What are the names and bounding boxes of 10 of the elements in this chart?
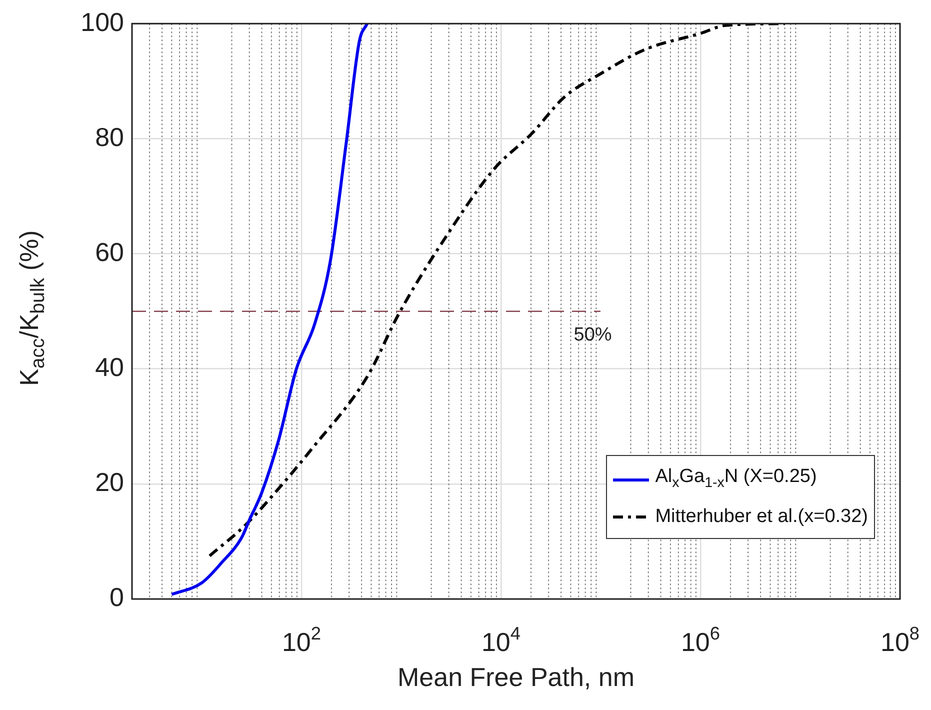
ref-line-label: 50% [574,324,612,346]
y-tick-label: 100 [80,6,124,37]
y-tick-label: 20 [95,467,124,498]
y-tick-label: 80 [95,122,124,152]
x-axis-title: Mean Free Path, nm [396,662,636,693]
y-tick-label: 40 [95,352,124,382]
legend-label: Al$_{x}$Ga$_{1-x}$N (X=0.25) [655,465,817,493]
legend-label: Mitterhuber et al.(x=0.32) [655,504,868,529]
y-tick-label: 60 [95,236,124,267]
y-tick-label: 0 [110,582,124,612]
